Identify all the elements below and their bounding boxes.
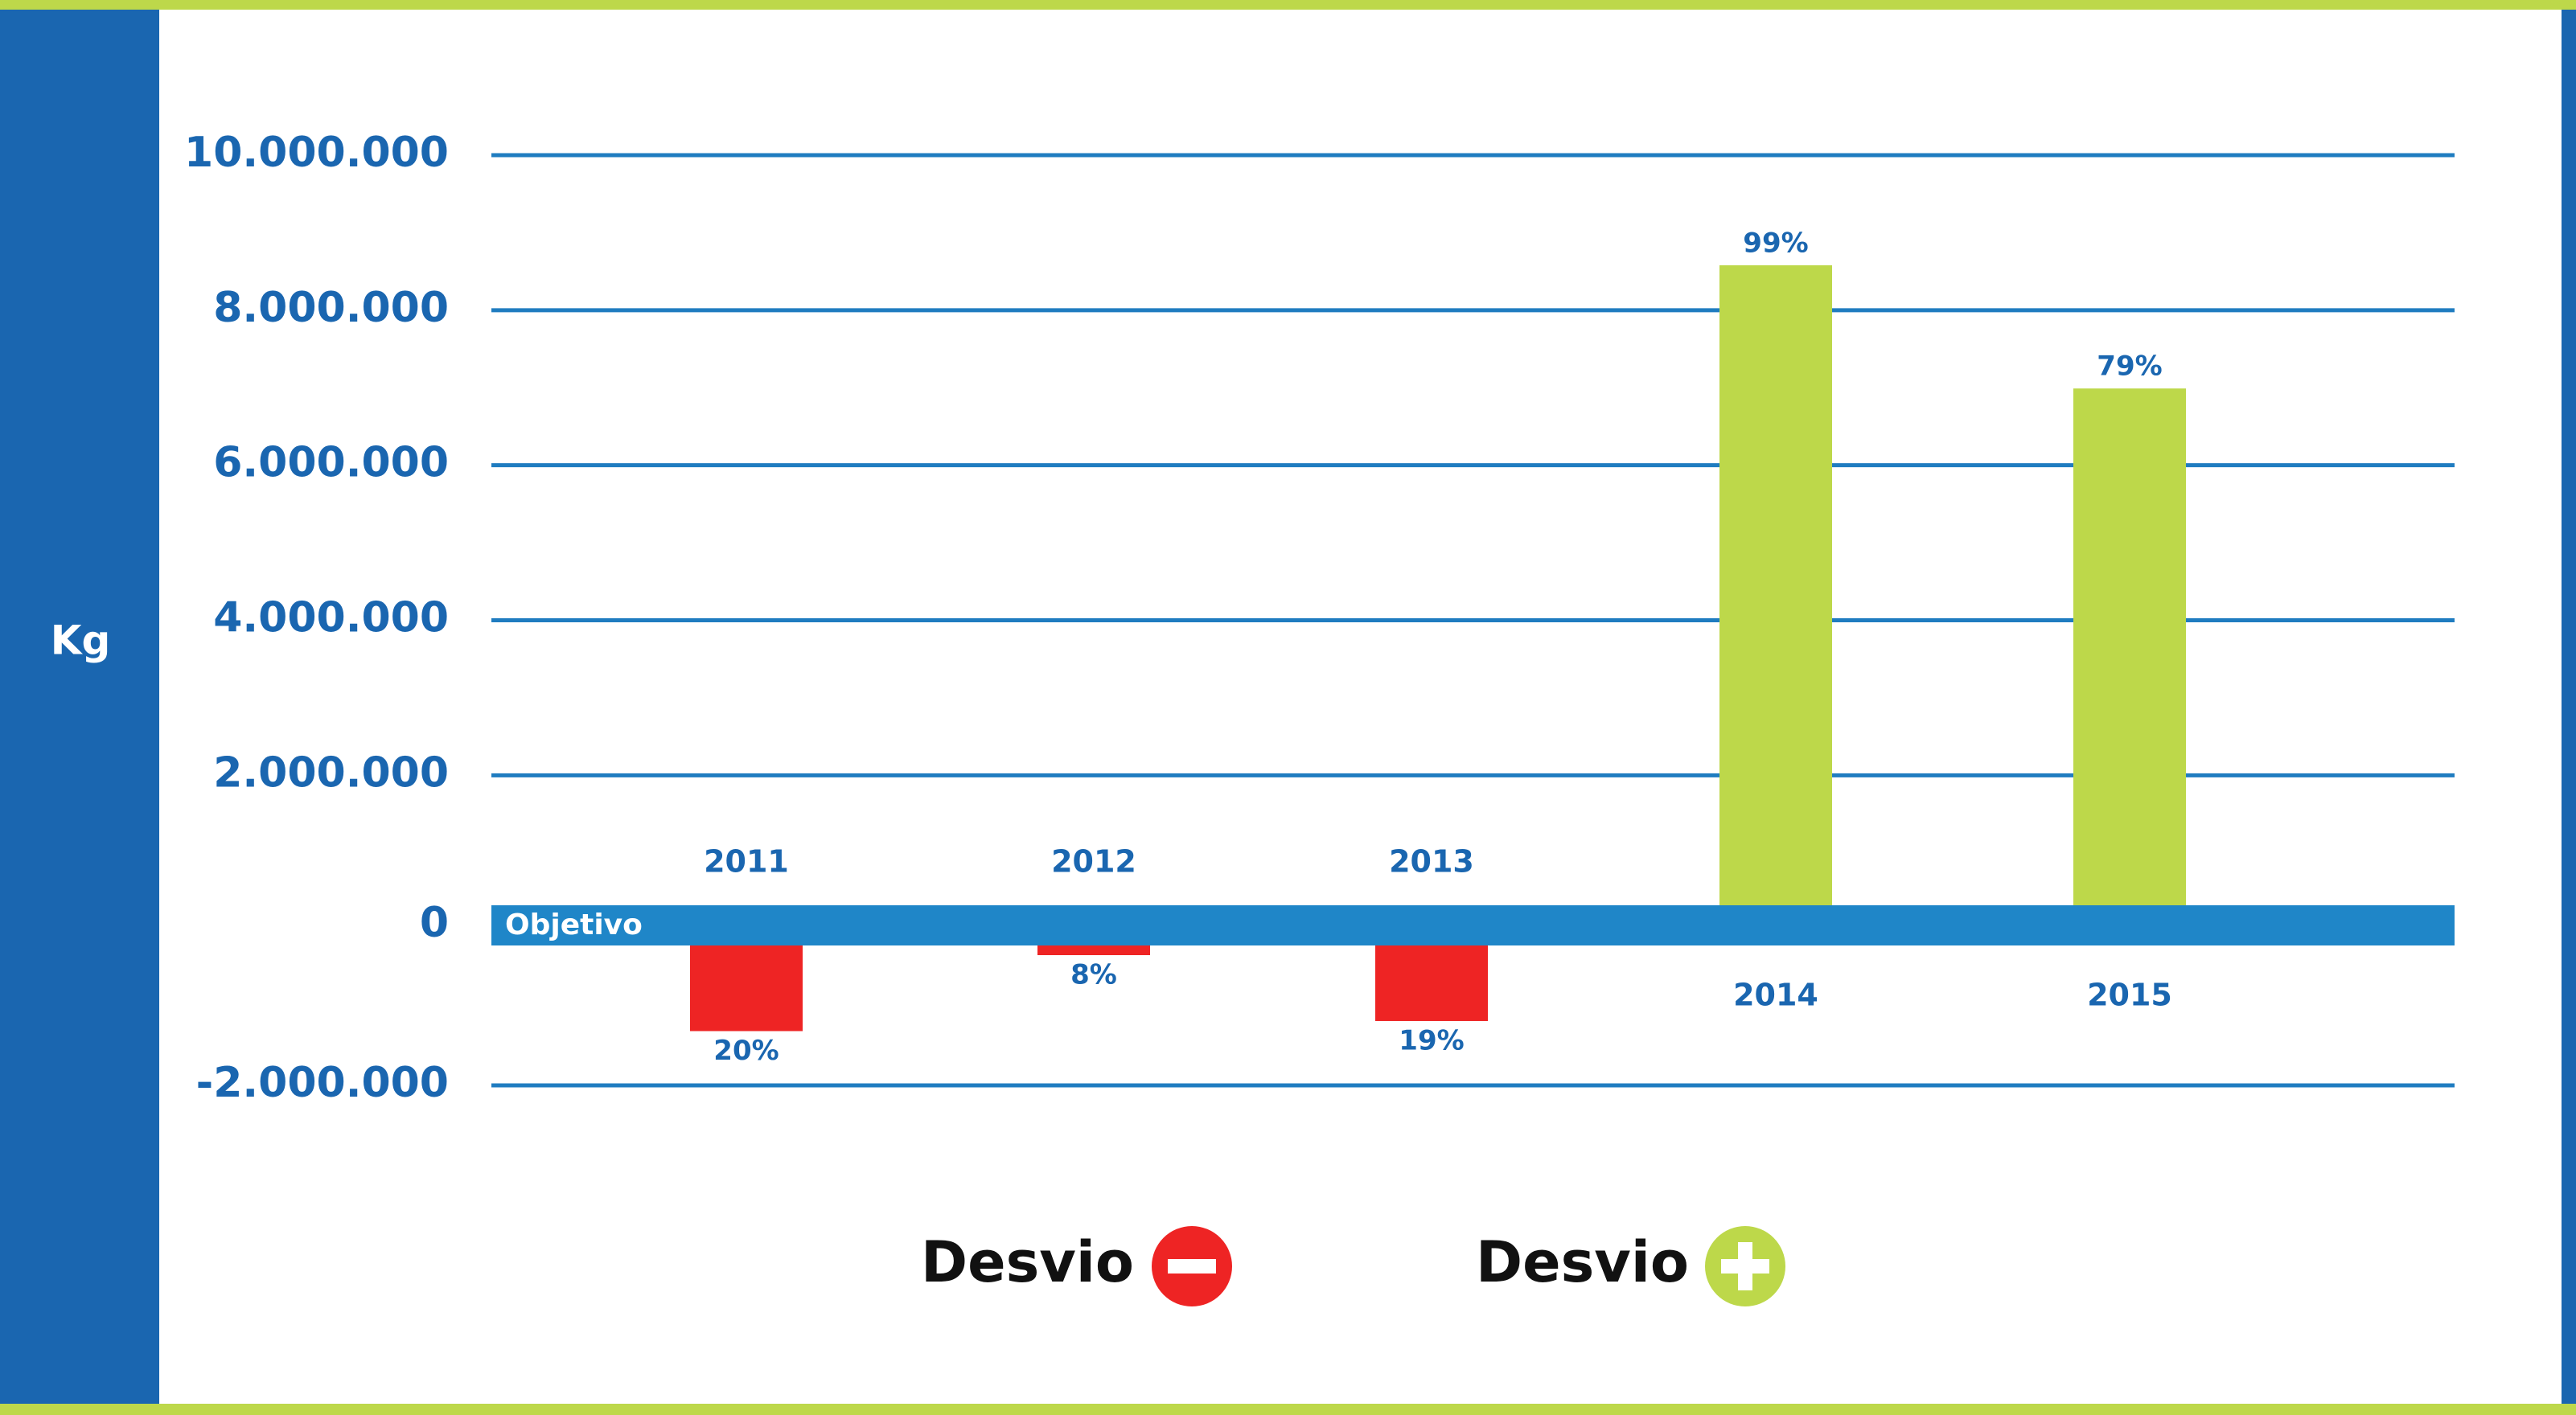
legend-item-negative: Desvio [921, 1226, 1232, 1306]
data-label: 79% [2097, 351, 2162, 383]
frame-left-panel [0, 10, 159, 1404]
bar-labels: 20% 2011 8% 2012 19% 2013 99% 2014 79% 2015 [704, 227, 2172, 1067]
y-tick-label: 0 [420, 899, 449, 947]
frame-right-edge [2562, 10, 2576, 1404]
category-label: 2011 [704, 844, 789, 880]
bar [1037, 945, 1150, 956]
frame-top-bar [0, 0, 2576, 10]
bars [690, 265, 2186, 1032]
y-tick-label: 6.000.000 [213, 439, 449, 487]
data-label: 19% [1399, 1024, 1464, 1056]
data-label: 20% [713, 1035, 779, 1067]
legend: Desvio Desvio [921, 1226, 1785, 1306]
bar [1719, 265, 1832, 906]
frame-bottom-bar [0, 1404, 2576, 1415]
data-label: 8% [1070, 959, 1117, 991]
category-label: 2013 [1389, 844, 1474, 880]
y-tick-label: 8.000.000 [213, 284, 449, 332]
objective-band [491, 905, 2455, 945]
y-tick-label: -2.000.000 [196, 1059, 449, 1107]
y-axis-label: Kg [51, 617, 111, 664]
data-label: 99% [1743, 227, 1808, 259]
y-tick-labels: 10.000.000 8.000.000 6.000.000 4.000.000 2.0… [184, 129, 449, 1107]
bar [2073, 388, 2186, 905]
bar [690, 945, 803, 1032]
category-label: 2014 [1733, 978, 1818, 1013]
legend-item-positive: Desvio [1476, 1226, 1785, 1306]
minus-sign-icon [1168, 1259, 1216, 1274]
objective-label: Objetivo [505, 908, 643, 941]
y-tick-label: 4.000.000 [213, 594, 449, 642]
gridlines [491, 153, 2455, 1088]
legend-label-negative: Desvio [921, 1229, 1134, 1295]
category-label: 2015 [2087, 978, 2172, 1013]
plus-sign-vertical-icon [1738, 1242, 1752, 1290]
legend-label-positive: Desvio [1476, 1229, 1689, 1295]
category-label: 2012 [1051, 844, 1136, 880]
y-tick-label: 10.000.000 [184, 129, 449, 177]
bar [1375, 945, 1488, 1021]
y-tick-label: 2.000.000 [213, 749, 449, 797]
